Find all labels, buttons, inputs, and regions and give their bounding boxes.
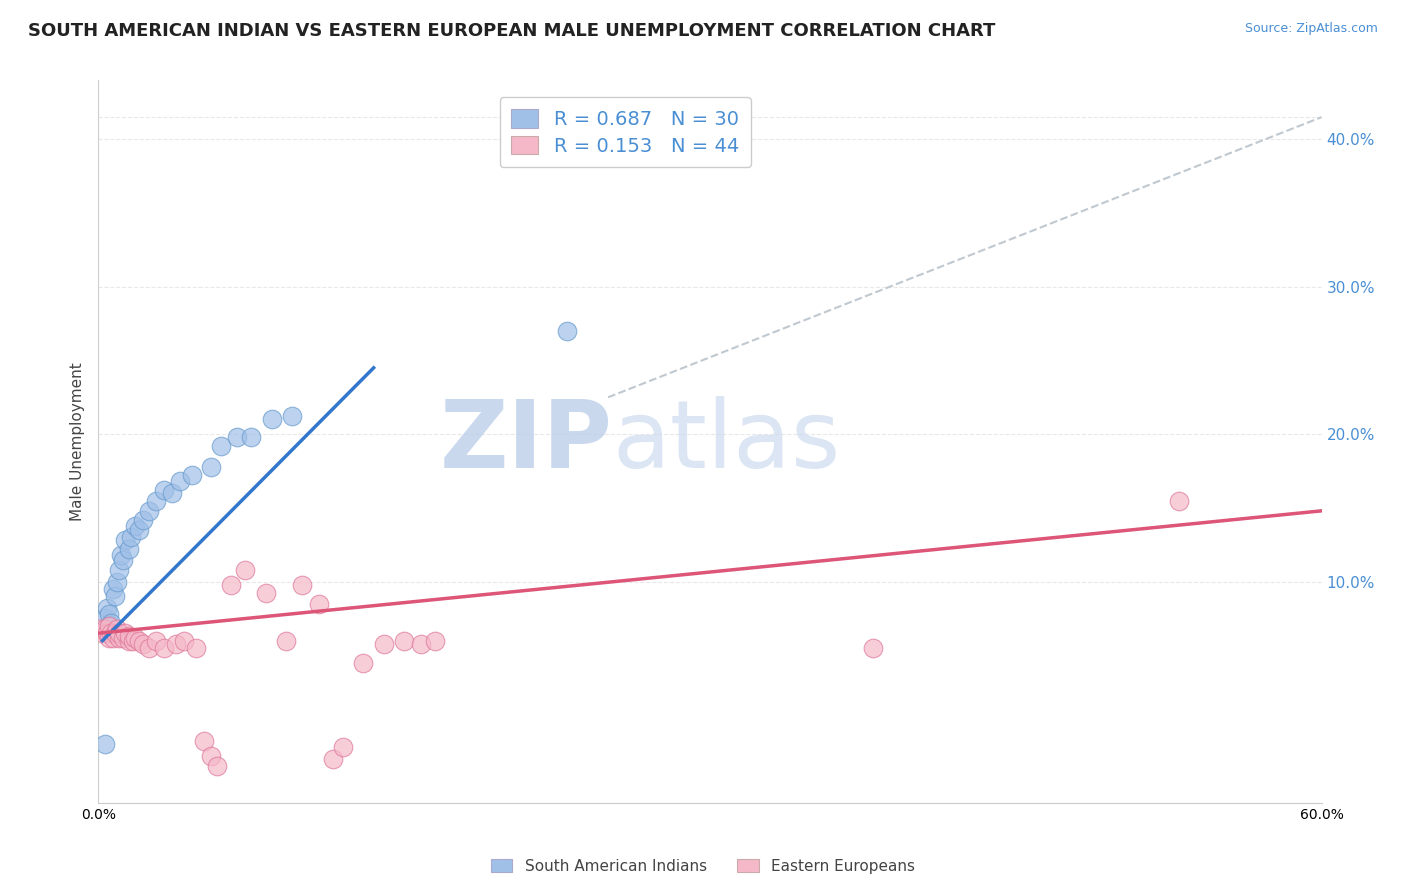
Text: SOUTH AMERICAN INDIAN VS EASTERN EUROPEAN MALE UNEMPLOYMENT CORRELATION CHART: SOUTH AMERICAN INDIAN VS EASTERN EUROPEA…: [28, 22, 995, 40]
Point: [181, 468, 204, 483]
Point: [352, 656, 374, 670]
Point: [862, 640, 884, 655]
Point: [332, 739, 354, 754]
Text: atlas: atlas: [612, 395, 841, 488]
Point: [205, 759, 228, 773]
Point: [91, 626, 114, 640]
Text: ZIP: ZIP: [439, 395, 612, 488]
Point: [97, 631, 120, 645]
Point: [260, 412, 283, 426]
Point: [138, 640, 160, 655]
Point: [226, 430, 249, 444]
Point: [281, 409, 304, 424]
Point: [173, 633, 195, 648]
Point: [105, 622, 128, 636]
Point: [93, 611, 115, 625]
Point: [89, 622, 111, 636]
Point: [108, 563, 131, 577]
Legend: South American Indians, Eastern Europeans: South American Indians, Eastern European…: [485, 853, 921, 880]
Point: [240, 430, 263, 444]
Point: [101, 582, 124, 596]
Text: Source: ZipAtlas.com: Source: ZipAtlas.com: [1244, 22, 1378, 36]
Point: [108, 626, 131, 640]
Point: [128, 633, 150, 648]
Point: [108, 631, 131, 645]
Point: [96, 601, 118, 615]
Point: [111, 631, 134, 645]
Point: [152, 483, 174, 498]
Point: [219, 577, 242, 591]
Point: [100, 626, 122, 640]
Point: [118, 633, 141, 648]
Point: [145, 493, 167, 508]
Point: [93, 622, 115, 636]
Point: [165, 636, 187, 650]
Point: [118, 629, 141, 643]
Point: [124, 631, 146, 645]
Point: [254, 586, 277, 600]
Point: [132, 636, 155, 650]
Y-axis label: Male Unemployment: Male Unemployment: [69, 362, 84, 521]
Point: [233, 563, 256, 577]
Point: [105, 574, 128, 589]
Point: [274, 633, 297, 648]
Point: [1167, 493, 1189, 508]
Point: [132, 513, 155, 527]
Point: [96, 626, 118, 640]
Point: [555, 324, 579, 338]
Point: [122, 633, 145, 648]
Point: [120, 530, 142, 544]
Point: [114, 626, 136, 640]
Point: [114, 533, 136, 548]
Point: [160, 486, 183, 500]
Point: [409, 636, 432, 650]
Legend: R = 0.687   N = 30, R = 0.153   N = 44: R = 0.687 N = 30, R = 0.153 N = 44: [499, 97, 751, 168]
Point: [186, 640, 208, 655]
Point: [193, 734, 215, 748]
Point: [152, 640, 174, 655]
Point: [169, 475, 191, 489]
Point: [111, 552, 134, 566]
Point: [101, 631, 124, 645]
Point: [97, 607, 120, 621]
Point: [118, 542, 141, 557]
Point: [308, 597, 330, 611]
Point: [138, 504, 160, 518]
Point: [423, 633, 446, 648]
Point: [392, 633, 416, 648]
Point: [200, 748, 222, 763]
Point: [104, 590, 127, 604]
Point: [373, 636, 395, 650]
Point: [128, 523, 150, 537]
Point: [100, 615, 122, 630]
Point: [209, 439, 232, 453]
Point: [291, 577, 314, 591]
Point: [110, 548, 132, 562]
Point: [200, 459, 222, 474]
Point: [322, 751, 344, 765]
Point: [145, 633, 167, 648]
Point: [97, 619, 120, 633]
Point: [93, 737, 115, 751]
Point: [104, 626, 127, 640]
Point: [124, 518, 146, 533]
